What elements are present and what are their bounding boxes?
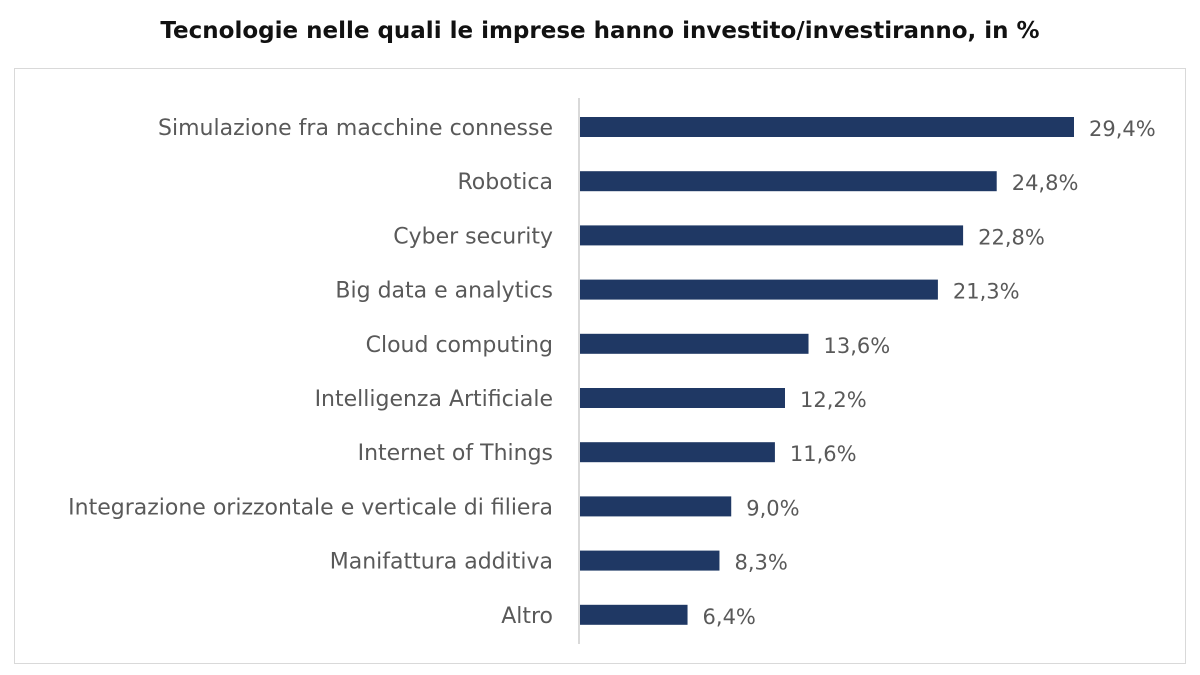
bar	[580, 117, 1074, 137]
value-label: 9,0%	[746, 496, 799, 520]
value-label: 6,4%	[703, 605, 756, 629]
category-label: Integrazione orizzontale e verticale di …	[68, 495, 553, 520]
value-label: 12,2%	[800, 388, 867, 412]
bar	[580, 279, 938, 300]
category-label: Simulazione fra macchine connesse	[158, 116, 553, 141]
category-label: Intelligenza Artificiale	[315, 387, 553, 412]
bar	[580, 550, 720, 571]
bar	[580, 388, 785, 408]
bar	[580, 225, 964, 246]
value-label: 21,3%	[953, 280, 1020, 304]
value-label: 8,3%	[734, 551, 787, 575]
bar	[580, 333, 809, 354]
chart-title: Tecnologie nelle quali le imprese hanno …	[160, 18, 1040, 44]
bar	[580, 604, 688, 625]
bar	[580, 171, 997, 192]
bar	[580, 496, 732, 517]
category-label: Cyber security	[393, 224, 553, 249]
value-label: 13,6%	[824, 334, 891, 358]
category-label: Robotica	[458, 170, 554, 195]
category-label: Altro	[501, 604, 553, 629]
value-label: 29,4%	[1089, 117, 1156, 141]
category-label: Manifattura additiva	[330, 550, 553, 575]
category-label: Cloud computing	[366, 333, 553, 358]
category-label: Internet of Things	[358, 441, 553, 466]
bar	[580, 442, 775, 463]
value-label: 24,8%	[1012, 171, 1079, 195]
category-label: Big data e analytics	[335, 279, 553, 304]
value-label: 11,6%	[790, 442, 857, 466]
value-label: 22,8%	[978, 225, 1045, 249]
